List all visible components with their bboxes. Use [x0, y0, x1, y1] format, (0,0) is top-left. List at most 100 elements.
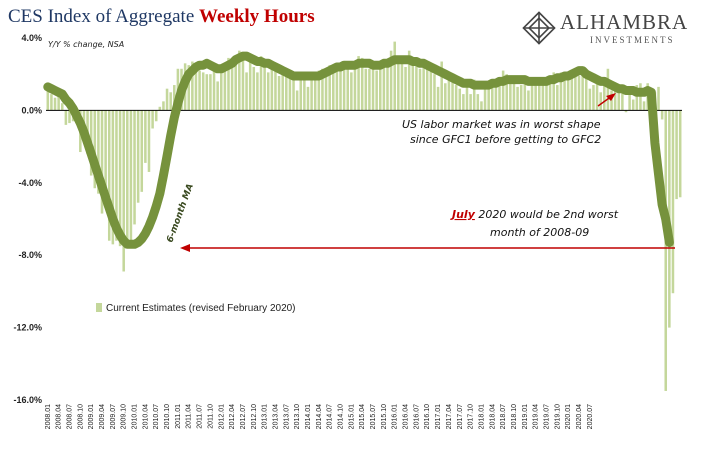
bar [364, 68, 368, 111]
x-tick-label: 2010.07 [153, 404, 160, 429]
y-axis-label: Y/Y % change, NSA [48, 40, 124, 49]
bar [64, 110, 68, 125]
x-tick-label: 2012.04 [229, 404, 236, 429]
x-tick-label: 2013.04 [273, 404, 280, 429]
x-tick-label: 2009.07 [110, 404, 117, 429]
bar [534, 85, 537, 111]
bar [527, 90, 530, 111]
chart-title: CES Index of Aggregate Weekly Hours [8, 6, 315, 28]
bar [371, 68, 375, 111]
bar [574, 72, 577, 111]
bar [169, 92, 172, 111]
bar [675, 110, 678, 200]
bar [50, 94, 53, 111]
bar [556, 85, 559, 111]
bar [194, 63, 198, 111]
bar [230, 59, 234, 111]
x-tick-label: 2018.07 [500, 404, 507, 429]
bar [382, 65, 386, 111]
bar [566, 72, 570, 111]
x-tick-label: 2017.10 [468, 404, 475, 429]
legend: Current Estimates (revised February 2020… [96, 303, 296, 314]
bar [472, 79, 476, 111]
x-tick-label: 2015.01 [348, 404, 355, 429]
bar [259, 56, 263, 111]
legend-label: Current Estimates (revised February 2020… [106, 303, 296, 314]
bar [548, 77, 552, 111]
bar [201, 72, 205, 111]
bar [126, 110, 129, 241]
x-tick-label: 2019.07 [544, 404, 551, 429]
x-tick-label: 2018.04 [489, 404, 496, 429]
bar [422, 59, 425, 111]
x-tick-label: 2016.07 [413, 404, 420, 429]
bar [165, 88, 169, 111]
bar [491, 83, 494, 111]
bar [429, 70, 433, 111]
bar [635, 85, 639, 111]
x-tick-label: 2017.01 [435, 404, 442, 429]
x-tick-label: 2012.01 [218, 404, 225, 429]
bar [93, 110, 97, 189]
y-axis: 4.0% 0.0% -4.0% -8.0% -12.0% -16.0% [13, 33, 42, 405]
bar [541, 81, 545, 111]
bar [552, 72, 555, 111]
annotation-gfc-line-1: US labor market was in worst shape [402, 118, 601, 131]
bar [494, 86, 498, 111]
x-tick-label: 2008.01 [45, 404, 52, 429]
x-tick-label: 2020.04 [576, 404, 583, 429]
bar [136, 110, 140, 203]
logo-subtitle: INVESTMENTS [590, 35, 675, 45]
bar [198, 70, 201, 111]
bar [360, 57, 364, 111]
bar [100, 110, 104, 214]
bar [516, 86, 519, 111]
bar [118, 110, 122, 247]
bar [379, 63, 382, 111]
bar [454, 85, 458, 111]
bar [205, 74, 209, 111]
x-tick-label: 2013.10 [294, 404, 301, 429]
bar [234, 56, 237, 111]
bar [404, 66, 407, 111]
bar [538, 85, 541, 111]
x-tick-label: 2018.10 [511, 404, 518, 429]
title-emphasis: Weekly Hours [199, 6, 315, 27]
bar [303, 72, 306, 111]
y-tick-label: -12.0% [13, 323, 42, 333]
x-tick-label: 2014.10 [338, 404, 345, 429]
bar [111, 110, 115, 245]
x-tick-label: 2016.10 [424, 404, 431, 429]
bar [328, 65, 331, 111]
bar [209, 74, 212, 111]
bar [357, 56, 360, 111]
bar [530, 85, 534, 111]
x-tick-label: 2015.10 [381, 404, 388, 429]
bar [162, 101, 165, 111]
bar [483, 86, 487, 111]
x-tick-label: 2010.04 [142, 404, 149, 429]
bar [657, 86, 660, 111]
annotation-july-arrowhead [180, 244, 190, 252]
y-tick-label: 0.0% [21, 105, 42, 115]
annotation-july-rest: 2020 would be 2nd worst [475, 208, 619, 221]
bar [595, 76, 599, 111]
bar [505, 74, 508, 111]
bar [173, 85, 176, 111]
bar [321, 68, 324, 111]
bar [509, 77, 512, 111]
bar [433, 74, 436, 111]
bar [592, 85, 595, 111]
ma-line-label: 6-month MA [165, 183, 196, 244]
x-tick-label: 2014.01 [305, 404, 312, 429]
x-tick-label: 2016.01 [392, 404, 399, 429]
bar [664, 110, 667, 391]
bar-series [46, 41, 682, 391]
bar [458, 88, 462, 111]
bar [310, 72, 313, 111]
x-tick-label: 2015.07 [370, 404, 377, 429]
title-main: CES Index of Aggregate [8, 6, 200, 27]
bar [140, 110, 144, 192]
bar [241, 56, 245, 111]
x-tick-label: 2014.04 [316, 404, 323, 429]
